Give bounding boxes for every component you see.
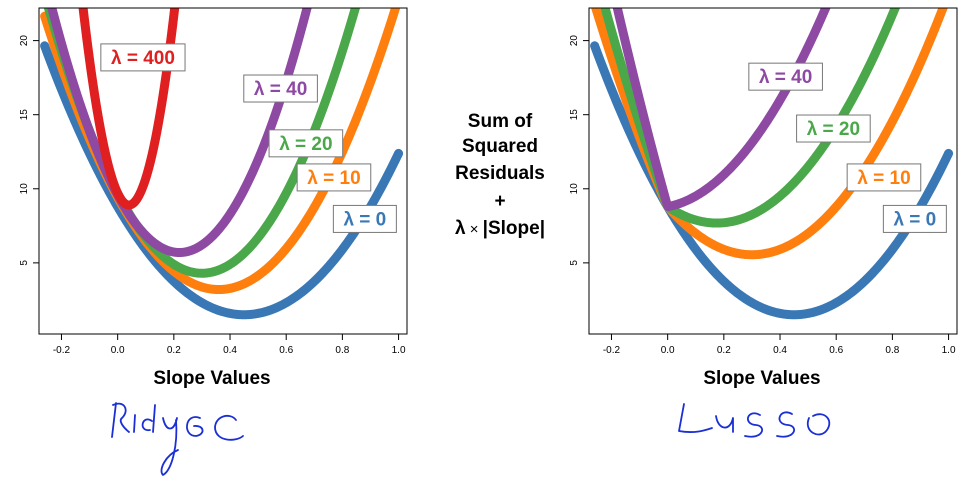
lasso-label-10: λ = 10 [846, 163, 922, 192]
ridge-plot-frame [38, 7, 408, 335]
formula-line-5: λ × |Slope| [455, 218, 545, 239]
ridge-label-box [332, 204, 397, 233]
lasso-plot-frame [588, 7, 958, 335]
ridge-x-tick-label: 0.2 [167, 345, 181, 356]
ridge-label-box [100, 43, 186, 72]
lasso-label-box [882, 204, 947, 233]
formula-line-4: + [494, 191, 505, 212]
lasso-label-text: λ = 10 [857, 168, 910, 189]
lasso-label-box [846, 163, 922, 192]
lasso-label-box [748, 62, 823, 91]
ridge-plot: -0.2 0.0 0.2 0.4 0.6 0.8 1.0 5 10 15 20 Slope Val… [19, 7, 408, 389]
lasso-x-tick-label: 0.2 [717, 345, 731, 356]
lasso-x-tick-label: 0.4 [773, 345, 787, 356]
lasso-label-0: λ = 0 [882, 204, 947, 233]
lasso-label-text: λ = 20 [807, 119, 860, 140]
lasso-label-20: λ = 20 [796, 114, 871, 143]
lasso-x-tick-label: 0.6 [829, 345, 843, 356]
ridge-label-40: λ = 40 [243, 74, 318, 103]
ridge-x-tick-label: 0.0 [111, 345, 125, 356]
lasso-y-tick-label: 15 [569, 109, 580, 121]
formula-line-3: Residuals [455, 163, 545, 184]
lasso-y-axis: 5 10 15 20 [569, 35, 589, 266]
lasso-label-box [796, 114, 871, 143]
ridge-label-text: λ = 40 [254, 79, 307, 100]
ridge-curves [40, 8, 404, 320]
ridge-series-labels: λ = 0 λ = 10 λ = 20 λ = 40 λ = 400 [100, 43, 397, 233]
lasso-curve-40 [612, 8, 831, 212]
formula-line-1: Sum of [468, 111, 533, 132]
ridge-label-0: λ = 0 [332, 204, 397, 233]
ridge-x-tick-label: 0.6 [279, 345, 293, 356]
ridge-x-tick-label: 0.4 [223, 345, 237, 356]
lasso-plot: -0.2 0.0 0.2 0.4 0.6 0.8 1.0 5 10 15 20 Slope Val… [569, 7, 958, 389]
ridge-y-axis: 5 10 15 20 [19, 35, 39, 266]
formula-slope: |Slope| [483, 218, 545, 239]
handwritten-ridge [111, 402, 244, 476]
lasso-label-text: λ = 0 [893, 209, 936, 230]
ridge-y-tick-label: 15 [19, 109, 30, 121]
lasso-y-tick-label: 20 [569, 35, 580, 47]
ridge-x-tick-label: 1.0 [392, 345, 406, 356]
ridge-y-tick-label: 5 [19, 260, 30, 266]
formula-times: × [466, 221, 483, 238]
lasso-x-tick-label: -0.2 [603, 345, 621, 356]
lasso-y-tick-label: 10 [569, 183, 580, 195]
ridge-label-text: λ = 400 [111, 48, 175, 69]
lasso-label-40: λ = 40 [748, 62, 823, 91]
ridge-curve-0 [40, 41, 404, 320]
lasso-x-axis: -0.2 0.0 0.2 0.4 0.6 0.8 1.0 [603, 334, 956, 356]
ridge-y-tick-label: 20 [19, 35, 30, 47]
formula-lambda: λ [455, 218, 466, 239]
ridge-x-tick-label: 0.8 [335, 345, 349, 356]
ridge-label-20: λ = 20 [268, 129, 344, 158]
lasso-label-text: λ = 40 [759, 67, 812, 88]
ridge-label-box [268, 129, 344, 158]
formula-line-2: Squared [462, 136, 538, 157]
ridge-curve-400 [78, 8, 180, 210]
penalty-formula: Sum of Squared Residuals + λ × |Slope| [455, 111, 545, 239]
ridge-label-10: λ = 10 [296, 163, 372, 192]
ridge-label-text: λ = 10 [307, 168, 360, 189]
ridge-curve-40 [47, 8, 312, 257]
ridge-x-axis: -0.2 0.0 0.2 0.4 0.6 0.8 1.0 [53, 334, 406, 356]
lasso-x-tick-label: 0.0 [661, 345, 675, 356]
lasso-y-tick-label: 5 [569, 260, 580, 266]
ridge-y-tick-label: 10 [19, 183, 30, 195]
ridge-x-tick-label: -0.2 [53, 345, 71, 356]
lasso-series-labels: λ = 0 λ = 10 λ = 20 λ = 40 [748, 62, 947, 233]
lasso-curves [590, 8, 954, 320]
ridge-label-text: λ = 20 [279, 134, 332, 155]
ridge-label-400: λ = 400 [100, 43, 186, 72]
lasso-x-tick-label: 1.0 [942, 345, 956, 356]
ridge-label-box [243, 74, 318, 103]
ridge-label-text: λ = 0 [343, 209, 386, 230]
lasso-x-tick-label: 0.8 [885, 345, 899, 356]
ridge-x-axis-title: Slope Values [153, 368, 270, 389]
handwritten-lasso [678, 403, 831, 438]
lasso-x-axis-title: Slope Values [703, 368, 820, 389]
ridge-label-box [296, 163, 372, 192]
